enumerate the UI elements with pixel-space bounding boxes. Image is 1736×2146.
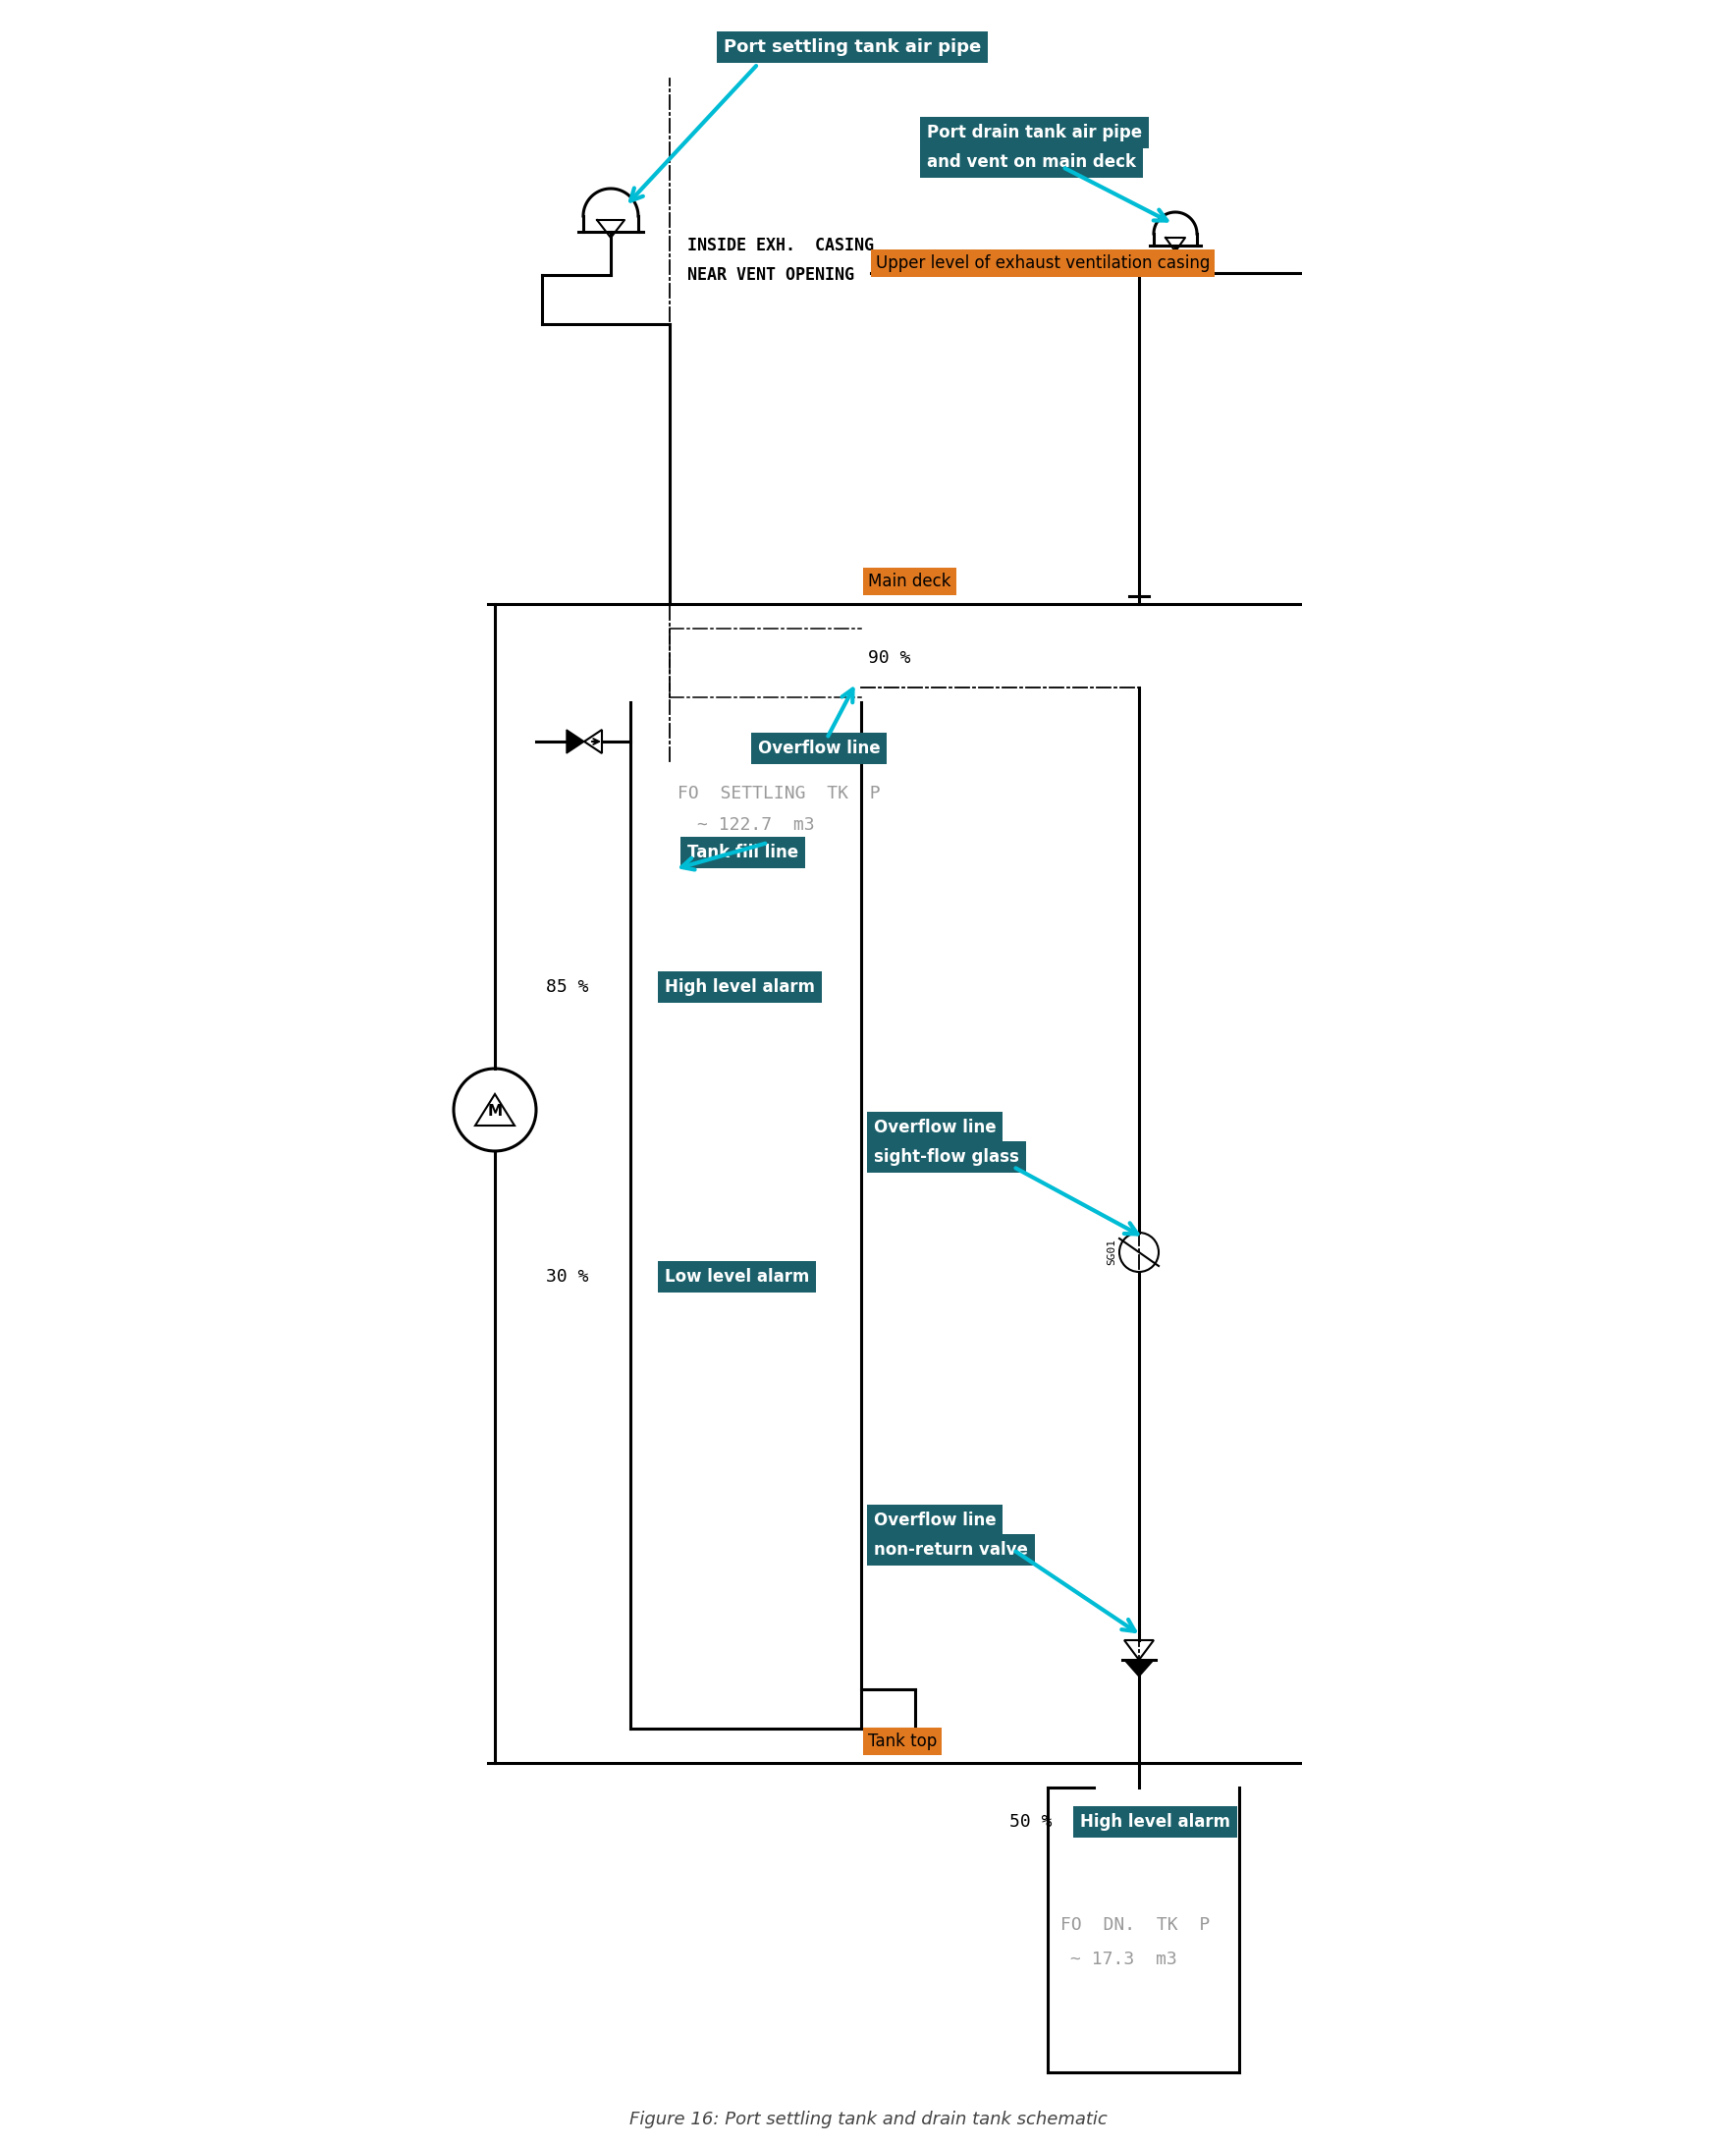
Text: NEAR VENT OPENING: NEAR VENT OPENING [687, 266, 854, 283]
Text: High level alarm: High level alarm [1080, 1813, 1231, 1831]
Text: Overflow line: Overflow line [759, 740, 880, 758]
Text: Overflow line: Overflow line [873, 1118, 996, 1137]
Text: 30 %: 30 % [545, 1268, 589, 1285]
Text: 90 %: 90 % [868, 650, 911, 667]
Text: High level alarm: High level alarm [665, 979, 814, 996]
Text: Port settling tank air pipe: Port settling tank air pipe [724, 39, 981, 56]
Text: FO  SETTLING  TK  P: FO SETTLING TK P [677, 785, 880, 803]
Text: Port drain tank air pipe: Port drain tank air pipe [927, 124, 1142, 142]
Text: 50 %: 50 % [1010, 1813, 1052, 1831]
Text: non-return valve: non-return valve [873, 1541, 1028, 1558]
Text: Upper level of exhaust ventilation casing: Upper level of exhaust ventilation casin… [877, 255, 1210, 273]
Polygon shape [566, 730, 585, 753]
Text: Tank fill line: Tank fill line [687, 843, 799, 861]
Polygon shape [1125, 1640, 1154, 1659]
Text: Low level alarm: Low level alarm [665, 1268, 809, 1285]
Text: ~ 17.3  m3: ~ 17.3 m3 [1071, 1951, 1177, 1968]
Text: ~ 122.7  m3: ~ 122.7 m3 [698, 815, 814, 835]
Text: FO  DN.  TK  P: FO DN. TK P [1061, 1916, 1210, 1934]
Text: 85 %: 85 % [545, 979, 589, 996]
Text: M: M [488, 1105, 502, 1120]
Text: and vent on main deck: and vent on main deck [927, 152, 1135, 172]
Text: Main deck: Main deck [868, 573, 951, 590]
Text: Figure 16: Port settling tank and drain tank schematic: Figure 16: Port settling tank and drain … [628, 2112, 1108, 2129]
Polygon shape [1125, 1659, 1154, 1676]
Polygon shape [585, 730, 602, 753]
Text: sight-flow glass: sight-flow glass [873, 1148, 1019, 1165]
Polygon shape [476, 1094, 514, 1125]
Text: Overflow line: Overflow line [873, 1511, 996, 1530]
Text: Tank top: Tank top [868, 1732, 937, 1751]
Text: SG01: SG01 [1106, 1238, 1116, 1266]
Text: INSIDE EXH.  CASING: INSIDE EXH. CASING [687, 236, 873, 255]
